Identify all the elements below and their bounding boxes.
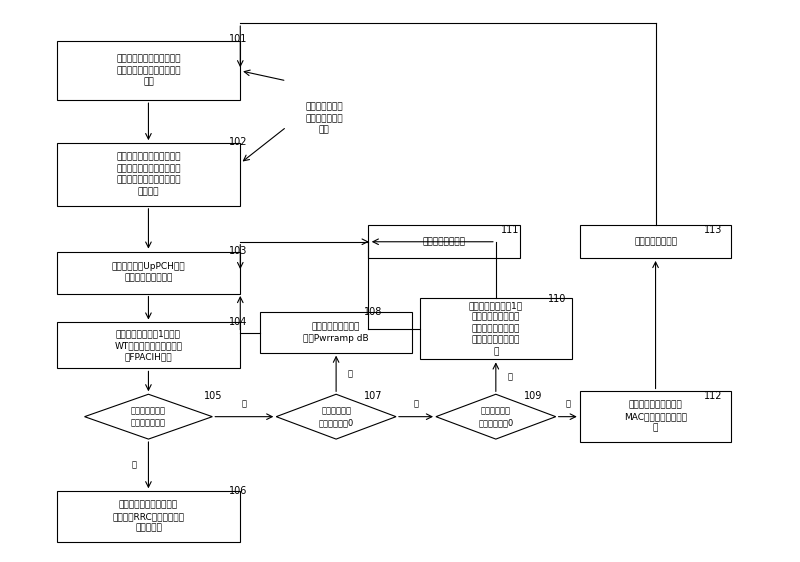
FancyBboxPatch shape [57,252,240,293]
Text: 等待一个随机时延: 等待一个随机时延 [422,237,466,246]
Text: 移动终端完成下行同步，读
取系统消息，存储相关系统
参数: 移动终端完成下行同步，读 取系统消息，存储相关系统 参数 [116,55,181,87]
Polygon shape [276,395,396,439]
Text: 110: 110 [548,294,566,304]
Text: 113: 113 [703,225,722,235]
FancyBboxPatch shape [57,491,240,542]
Text: 103: 103 [229,246,247,256]
Text: 上层向物理层发
起一个随机接入
请求: 上层向物理层发 起一个随机接入 请求 [306,102,343,134]
Text: 否: 否 [508,373,513,382]
Text: 105: 105 [204,392,223,401]
FancyBboxPatch shape [580,225,731,258]
Text: 109: 109 [524,392,542,401]
Text: 否: 否 [242,399,246,408]
Text: 停止发送签名序列，向
MAC层指示随机接入错
误: 停止发送签名序列，向 MAC层指示随机接入错 误 [624,401,687,433]
Text: 等待一个固定时延: 等待一个固定时延 [634,237,677,246]
Text: 104: 104 [229,318,247,328]
Text: 判断是否接收到
网络侧有效应答: 判断是否接收到 网络侧有效应答 [131,406,166,427]
FancyBboxPatch shape [57,323,240,369]
Text: 功率爬坡计数器减1，等待
WT帧，移动终端解调相应
的FPACIH信道: 功率爬坡计数器减1，等待 WT帧，移动终端解调相应 的FPACIH信道 [114,329,182,361]
Text: 108: 108 [364,307,382,317]
Text: 判断签名重发
计数器是否为0: 判断签名重发 计数器是否为0 [478,406,514,427]
Text: 102: 102 [229,137,247,147]
FancyBboxPatch shape [368,225,520,258]
Text: 否: 否 [348,369,353,378]
Text: 112: 112 [703,392,722,401]
Text: 签名重发计数器减1，
初始化功率爬坡计数
器，计算路损，设置
签名序列发射初始功
率: 签名重发计数器减1， 初始化功率爬坡计数 器，计算路损，设置 签名序列发射初始功… [469,301,523,356]
FancyBboxPatch shape [57,143,240,206]
Text: 移动终端选择UpPCH资源
完成签名序列的发送: 移动终端选择UpPCH资源 完成签名序列的发送 [112,262,186,283]
Polygon shape [436,395,556,439]
Text: 111: 111 [501,225,519,235]
FancyBboxPatch shape [57,42,240,100]
Text: 是: 是 [131,461,137,470]
Text: 106: 106 [229,486,247,496]
Text: 是: 是 [566,399,570,408]
FancyBboxPatch shape [580,392,731,442]
Text: 107: 107 [364,392,382,401]
Text: 将签名序列发射功率
增加Pwrramp dB: 将签名序列发射功率 增加Pwrramp dB [303,323,369,343]
Text: 移动终端初始化签名重发计
数器，功率爬坡计数器，计
算路损，设置签名序列发射
初始功率: 移动终端初始化签名重发计 数器，功率爬坡计数器，计 算路损，设置签名序列发射 初… [116,153,181,196]
Text: 101: 101 [229,34,247,44]
Text: 判断功率爬坡
计数器是否为0: 判断功率爬坡 计数器是否为0 [318,406,354,427]
FancyBboxPatch shape [260,312,412,353]
Text: 移动终端停止发送签名序
列，发起RRC连接请求或小
区更新流程: 移动终端停止发送签名序 列，发起RRC连接请求或小 区更新流程 [113,501,185,532]
Polygon shape [85,395,212,439]
Text: 是: 是 [414,399,418,408]
FancyBboxPatch shape [420,298,572,360]
